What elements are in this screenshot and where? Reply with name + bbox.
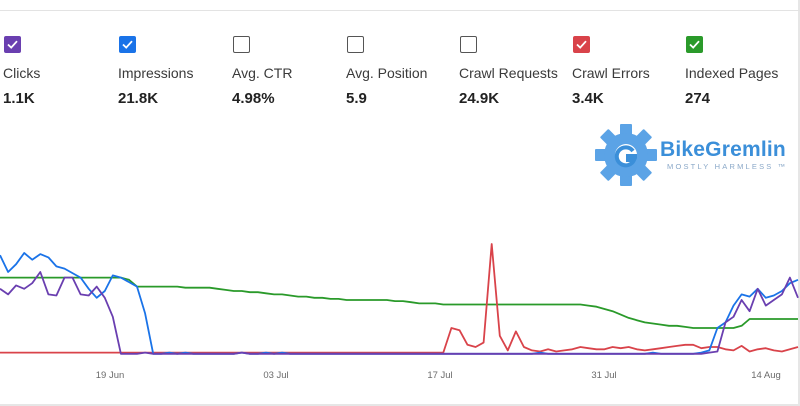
x-tick-label: 19 Jun [96, 370, 125, 381]
metric-toggle-clicks[interactable]: Clicks 1.1K [0, 36, 110, 112]
top-divider [0, 10, 800, 11]
x-tick-label: 31 Jul [591, 370, 616, 381]
checkmark-icon [576, 40, 587, 49]
metric-checkbox[interactable] [573, 36, 590, 53]
series-line-clicks [0, 271, 799, 355]
metric-toggle-avg-ctr[interactable]: Avg. CTR 4.98% [229, 36, 339, 112]
metric-checkbox[interactable] [686, 36, 703, 53]
metric-label: Clicks [3, 65, 41, 81]
checkmark-icon [122, 40, 133, 49]
checkmark-icon [689, 40, 700, 49]
metric-toggle-avg-position[interactable]: Avg. Position 5.9 [343, 36, 453, 112]
metric-value: 3.4K [572, 90, 604, 107]
x-tick-label: 14 Aug [751, 370, 781, 381]
metric-value: 1.1K [3, 90, 35, 107]
metric-value: 24.9K [459, 90, 500, 107]
logo-tagline: MOSTLY HARMLESS ™ [667, 162, 788, 171]
x-tick-label: 17 Jul [427, 370, 452, 381]
metric-label: Avg. CTR [232, 65, 293, 81]
metric-checkbox[interactable] [233, 36, 250, 53]
metric-selector-row: Clicks 1.1K Impressions 21.8K Avg. CTR 4.98% A… [0, 36, 800, 116]
metric-label: Impressions [118, 65, 194, 81]
metric-toggle-crawl-requests[interactable]: Crawl Requests 24.9K [456, 36, 566, 112]
series-line-impressions [0, 252, 799, 355]
metric-checkbox[interactable] [460, 36, 477, 53]
bikegremlin-logo: BikeGremlin MOSTLY HARMLESS ™ [592, 123, 792, 187]
metric-toggle-impressions[interactable]: Impressions 21.8K [115, 36, 225, 112]
metric-label: Crawl Errors [572, 65, 650, 81]
series-line-indexed-pages [0, 276, 798, 329]
metric-value: 5.9 [346, 90, 367, 107]
metric-checkbox[interactable] [4, 36, 21, 53]
metric-toggle-indexed-pages[interactable]: Indexed Pages 274 [682, 36, 792, 112]
series-line-crawl-errors [0, 243, 799, 354]
metric-checkbox[interactable] [347, 36, 364, 53]
checkmark-icon [7, 40, 18, 49]
gear-g-logo-icon [595, 124, 657, 186]
metric-toggle-crawl-errors[interactable]: Crawl Errors 3.4K [569, 36, 679, 112]
metric-value: 274 [685, 90, 711, 107]
metric-label: Indexed Pages [685, 65, 779, 81]
metric-checkbox[interactable] [119, 36, 136, 53]
logo-wordmark: BikeGremlin [660, 138, 786, 161]
metric-value: 21.8K [118, 90, 159, 107]
metric-label: Avg. Position [346, 65, 428, 81]
metric-value: 4.98% [232, 90, 275, 107]
metric-label: Crawl Requests [459, 65, 558, 81]
x-tick-label: 03 Jul [263, 370, 288, 381]
